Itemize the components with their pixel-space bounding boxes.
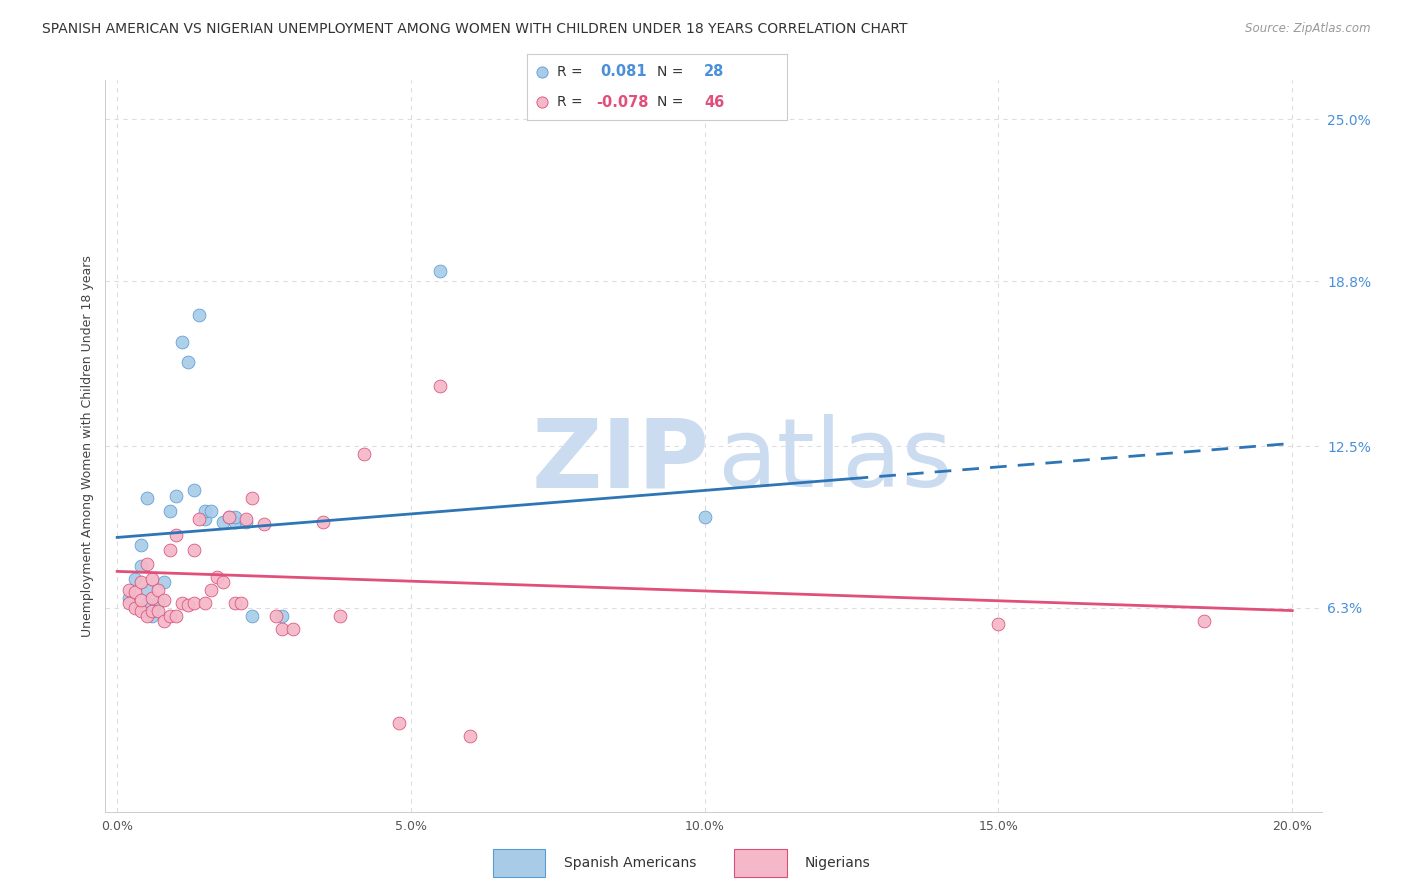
- Point: [141, 572, 163, 586]
- FancyBboxPatch shape: [492, 849, 546, 877]
- Point: [153, 614, 176, 628]
- Point: [353, 447, 375, 461]
- Point: [224, 596, 246, 610]
- Point: [159, 504, 181, 518]
- Y-axis label: Unemployment Among Women with Children Under 18 years: Unemployment Among Women with Children U…: [82, 255, 94, 637]
- Point: [129, 574, 152, 589]
- Point: [135, 596, 157, 610]
- Point: [270, 622, 292, 636]
- Point: [153, 574, 176, 589]
- Point: [118, 582, 141, 597]
- Point: [229, 596, 252, 610]
- Text: 46: 46: [704, 95, 724, 110]
- Point: [135, 608, 157, 623]
- Text: Spanish Americans: Spanish Americans: [564, 856, 696, 870]
- Point: [218, 509, 240, 524]
- Point: [224, 509, 246, 524]
- Point: [329, 608, 352, 623]
- Point: [129, 559, 152, 574]
- Point: [153, 593, 176, 607]
- Text: -0.078: -0.078: [596, 95, 648, 110]
- Point: [264, 608, 287, 623]
- Point: [141, 608, 163, 623]
- Point: [429, 264, 451, 278]
- Point: [165, 489, 187, 503]
- Point: [283, 622, 305, 636]
- Point: [312, 515, 335, 529]
- Point: [212, 574, 235, 589]
- Text: 0.081: 0.081: [600, 64, 647, 79]
- Point: [693, 509, 716, 524]
- Point: [170, 596, 193, 610]
- Text: R =: R =: [557, 64, 583, 78]
- Point: [530, 64, 553, 78]
- Point: [218, 509, 240, 524]
- Point: [141, 591, 163, 605]
- Point: [194, 504, 217, 518]
- Point: [200, 582, 222, 597]
- Point: [118, 591, 141, 605]
- Point: [165, 528, 187, 542]
- Point: [183, 596, 205, 610]
- Point: [188, 512, 211, 526]
- Point: [530, 95, 553, 110]
- Point: [170, 334, 193, 349]
- Text: N =: N =: [658, 95, 683, 110]
- Text: ZIP: ZIP: [531, 414, 710, 508]
- Point: [177, 355, 200, 369]
- Point: [124, 572, 146, 586]
- Point: [129, 593, 152, 607]
- Point: [165, 608, 187, 623]
- Point: [987, 616, 1010, 631]
- Text: 28: 28: [704, 64, 724, 79]
- Point: [200, 504, 222, 518]
- Point: [129, 603, 152, 617]
- Point: [1192, 614, 1215, 628]
- Point: [148, 603, 170, 617]
- Point: [224, 515, 246, 529]
- Point: [194, 512, 217, 526]
- Point: [177, 599, 200, 613]
- Text: atlas: atlas: [717, 414, 952, 508]
- Text: Nigerians: Nigerians: [806, 856, 870, 870]
- Point: [159, 543, 181, 558]
- Point: [194, 596, 217, 610]
- Point: [129, 538, 152, 552]
- FancyBboxPatch shape: [734, 849, 786, 877]
- Point: [135, 557, 157, 571]
- Point: [270, 608, 292, 623]
- Point: [159, 608, 181, 623]
- Point: [135, 582, 157, 597]
- Point: [183, 483, 205, 498]
- Point: [235, 512, 257, 526]
- Point: [148, 596, 170, 610]
- Point: [148, 582, 170, 597]
- Point: [240, 491, 263, 506]
- Point: [183, 543, 205, 558]
- Point: [429, 379, 451, 393]
- Text: N =: N =: [658, 64, 683, 78]
- Text: R =: R =: [557, 95, 583, 110]
- Point: [124, 585, 146, 599]
- Point: [388, 715, 411, 730]
- Point: [124, 601, 146, 615]
- Point: [118, 596, 141, 610]
- Point: [135, 491, 157, 506]
- Point: [212, 515, 235, 529]
- Point: [205, 569, 228, 583]
- Point: [253, 517, 276, 532]
- Point: [188, 309, 211, 323]
- Point: [458, 729, 481, 743]
- Point: [240, 608, 263, 623]
- Text: Source: ZipAtlas.com: Source: ZipAtlas.com: [1246, 22, 1371, 36]
- Point: [141, 603, 163, 617]
- Point: [235, 515, 257, 529]
- Text: SPANISH AMERICAN VS NIGERIAN UNEMPLOYMENT AMONG WOMEN WITH CHILDREN UNDER 18 YEA: SPANISH AMERICAN VS NIGERIAN UNEMPLOYMEN…: [42, 22, 908, 37]
